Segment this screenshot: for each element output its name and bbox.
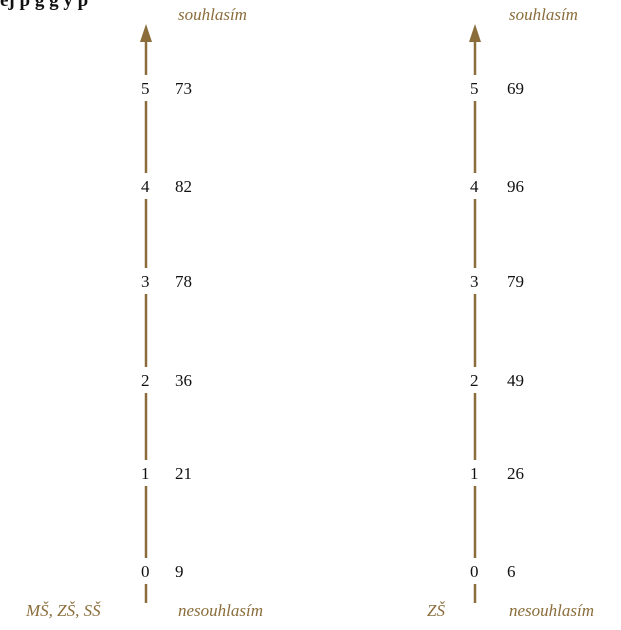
count-value: 26 — [507, 464, 524, 483]
count-value: 6 — [507, 562, 516, 581]
level-label: 0 — [470, 562, 479, 581]
level-label: 3 — [470, 272, 479, 291]
bottom-label-left: nesouhlasím — [178, 601, 263, 620]
level-label: 2 — [141, 371, 150, 390]
level-label: 4 — [141, 177, 150, 196]
arrow-head-icon — [140, 24, 152, 42]
level-label: 4 — [470, 177, 479, 196]
count-value: 82 — [175, 177, 192, 196]
count-value: 49 — [507, 371, 524, 390]
count-value: 21 — [175, 464, 192, 483]
level-label: 3 — [141, 272, 150, 291]
top-label-left: souhlasím — [178, 5, 247, 24]
count-value: 79 — [507, 272, 524, 291]
count-value: 73 — [175, 79, 192, 98]
level-label: 5 — [470, 79, 479, 98]
count-value: 36 — [175, 371, 192, 390]
count-value: 9 — [175, 562, 184, 581]
level-label: 1 — [141, 464, 150, 483]
count-value: 69 — [507, 79, 524, 98]
group-label-left: MŠ, ZŠ, SŠ — [26, 601, 101, 620]
scale-axis-right — [469, 24, 481, 603]
bottom-label-right: nesouhlasím — [509, 601, 594, 620]
top-label-right: souhlasím — [509, 5, 578, 24]
level-label: 0 — [141, 562, 150, 581]
level-label: 1 — [470, 464, 479, 483]
arrow-head-icon — [469, 24, 481, 42]
count-value: 96 — [507, 177, 524, 196]
group-label-right: ZŠ — [427, 601, 445, 620]
level-label: 5 — [141, 79, 150, 98]
scale-axis-left — [140, 24, 152, 603]
count-value: 78 — [175, 272, 192, 291]
header-text: ej p g g y p — [0, 0, 89, 11]
level-label: 2 — [470, 371, 479, 390]
